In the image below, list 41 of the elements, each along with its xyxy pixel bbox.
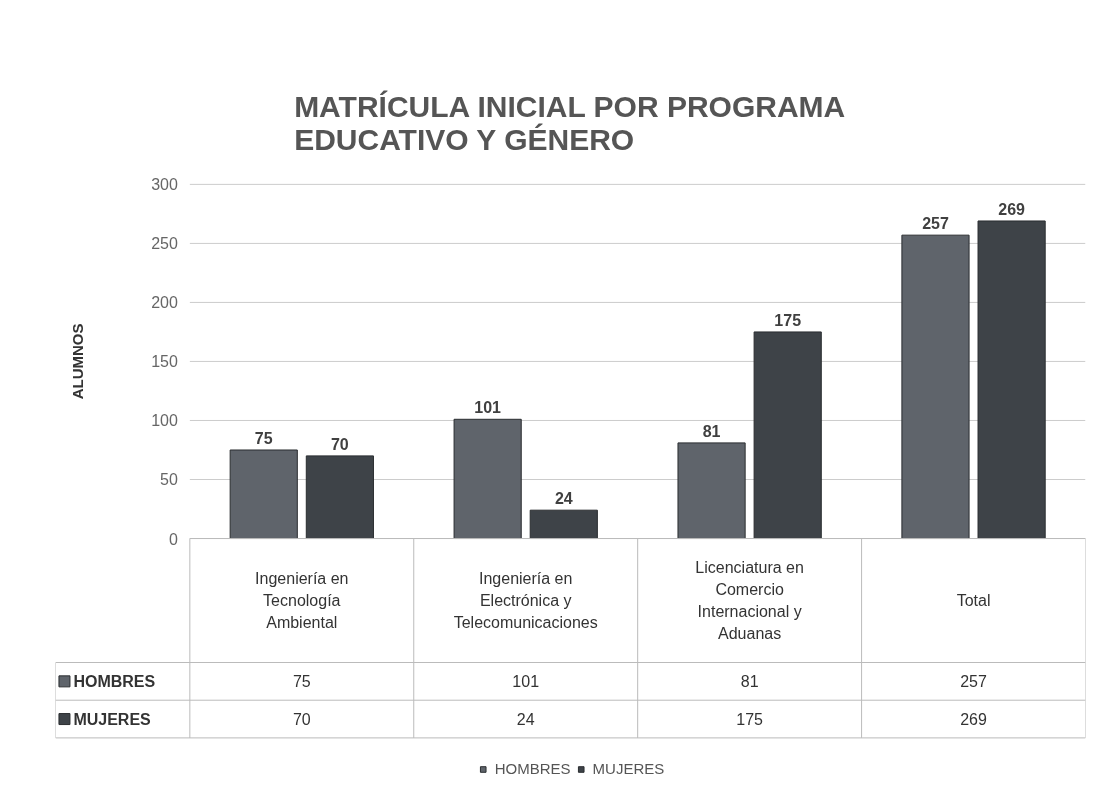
chart-title: MATRÍCULA INICIAL POR PROGRAMA EDUCATIVO Y GÉNERO xyxy=(294,89,846,156)
text: HOMBRES xyxy=(494,760,571,777)
data-label: 257 xyxy=(960,673,987,691)
y-tick-label: 300 xyxy=(151,176,178,194)
y-tick-label: 50 xyxy=(160,471,178,489)
bar xyxy=(753,331,822,540)
data-label: 70 xyxy=(292,711,311,729)
text: 24 xyxy=(554,490,573,508)
bar xyxy=(677,442,746,540)
text: 75 xyxy=(254,429,273,447)
y-tick-label: 0 xyxy=(168,530,178,548)
data-label: 75 xyxy=(292,673,311,691)
text: 269 xyxy=(998,200,1025,218)
data-label: 175 xyxy=(736,711,764,729)
legend-label: HOMBRES xyxy=(73,672,156,690)
data-label: 24 xyxy=(516,711,535,729)
y-tick-label: 200 xyxy=(151,294,178,312)
text: MUJERES xyxy=(73,710,151,728)
bar xyxy=(977,220,1046,540)
bar xyxy=(305,455,374,540)
y-tick-label: 150 xyxy=(151,353,178,371)
data-label: 269 xyxy=(960,711,987,729)
bar xyxy=(229,449,298,540)
x-tick-label: Ingeniería en Tecnología Ambiental xyxy=(255,569,349,632)
y-tick-label: 100 xyxy=(151,412,178,430)
x-tick-label: Licenciatura en Comercio Internacional y Aduanas xyxy=(695,558,804,643)
text: 81 xyxy=(702,422,721,440)
text: 175 xyxy=(774,311,802,329)
text: 70 xyxy=(330,435,349,453)
x-tick-label: Ingeniería en Electrónica y Telecomunicaciones xyxy=(453,569,598,632)
text: 101 xyxy=(474,399,502,417)
data-label: 81 xyxy=(740,673,759,691)
bar xyxy=(529,509,598,540)
text: 257 xyxy=(922,215,949,233)
bar xyxy=(901,234,970,540)
legend-label: MUJERES xyxy=(592,760,665,777)
data-label: 101 xyxy=(512,673,540,691)
bar xyxy=(453,418,522,540)
x-tick-label: Total xyxy=(956,592,991,610)
y-tick-label: 250 xyxy=(151,235,178,253)
y-axis-title: ALUMNOS xyxy=(69,323,87,400)
